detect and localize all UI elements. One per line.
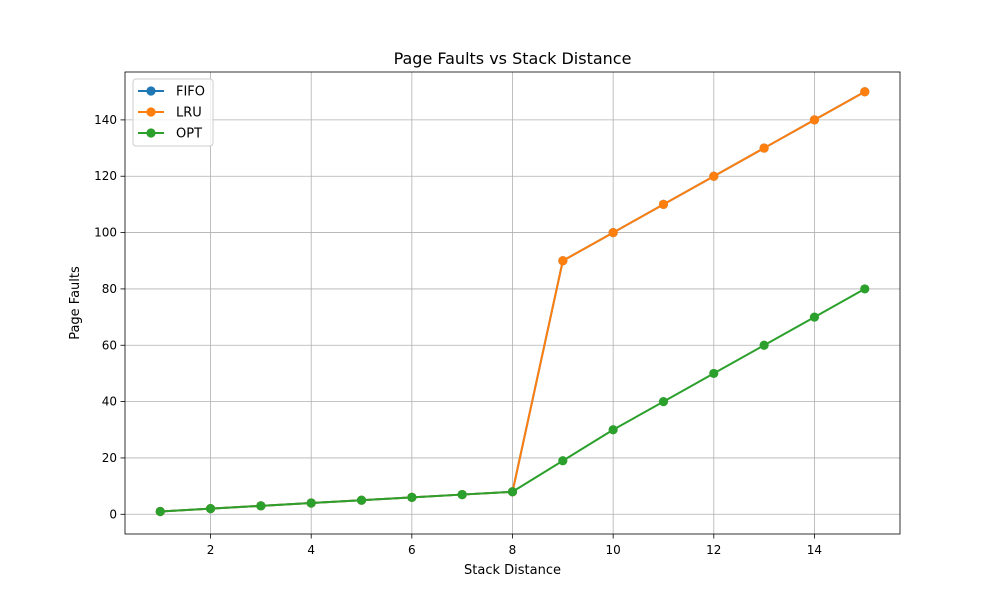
y-tick-label: 40 (102, 395, 117, 409)
legend-marker-opt (146, 128, 156, 138)
x-tick-label: 10 (606, 543, 621, 557)
legend-marker-lru (146, 107, 156, 117)
data-point-opt (507, 487, 518, 497)
data-point-opt (658, 396, 669, 407)
data-point-opt (860, 284, 870, 294)
data-point-opt (759, 340, 769, 350)
data-point-opt (205, 504, 216, 514)
legend-label-opt: OPT (176, 127, 202, 142)
data-point-opt (256, 501, 266, 511)
x-tick-label: 8 (509, 543, 517, 557)
y-tick-label: 100 (94, 226, 117, 240)
legend-label-fifo: FIFO (176, 85, 205, 100)
x-tick-label: 12 (706, 543, 721, 557)
data-point-lru (809, 115, 820, 125)
data-point-lru (709, 171, 719, 181)
legend: FIFO LRU OPT (132, 78, 214, 147)
x-tick-label: 4 (307, 543, 315, 557)
data-point-opt (356, 495, 367, 505)
x-tick-label: 6 (408, 543, 416, 557)
x-tick-label: 14 (807, 543, 822, 557)
legend-marker-fifo (146, 86, 156, 96)
data-point-opt (709, 368, 719, 379)
y-tick-label: 20 (102, 451, 117, 465)
y-tick-label: 60 (102, 338, 117, 352)
data-point-opt (155, 506, 165, 517)
data-point-opt (558, 456, 568, 466)
data-point-opt (306, 498, 316, 508)
data-point-opt (608, 425, 618, 435)
data-point-opt (809, 312, 820, 322)
data-point-lru (658, 199, 669, 210)
data-point-lru (558, 256, 568, 266)
y-axis-label: Page Faults (68, 266, 83, 340)
chart-title: Page Faults vs Stack Distance (394, 49, 632, 68)
plot-frame (124, 71, 901, 535)
y-tick-label: 80 (102, 282, 117, 296)
y-tick-label: 120 (94, 169, 117, 183)
data-point-opt (407, 492, 417, 502)
y-tick-label: 0 (109, 507, 117, 521)
data-point-lru (759, 143, 769, 153)
data-point-lru (608, 227, 618, 238)
data-point-lru (860, 87, 870, 97)
legend-label-lru: LRU (176, 106, 202, 121)
x-tick-label: 2 (207, 543, 215, 557)
x-axis-label: Stack Distance (464, 563, 561, 578)
data-point-opt (457, 489, 467, 500)
y-tick-label: 140 (94, 113, 117, 127)
